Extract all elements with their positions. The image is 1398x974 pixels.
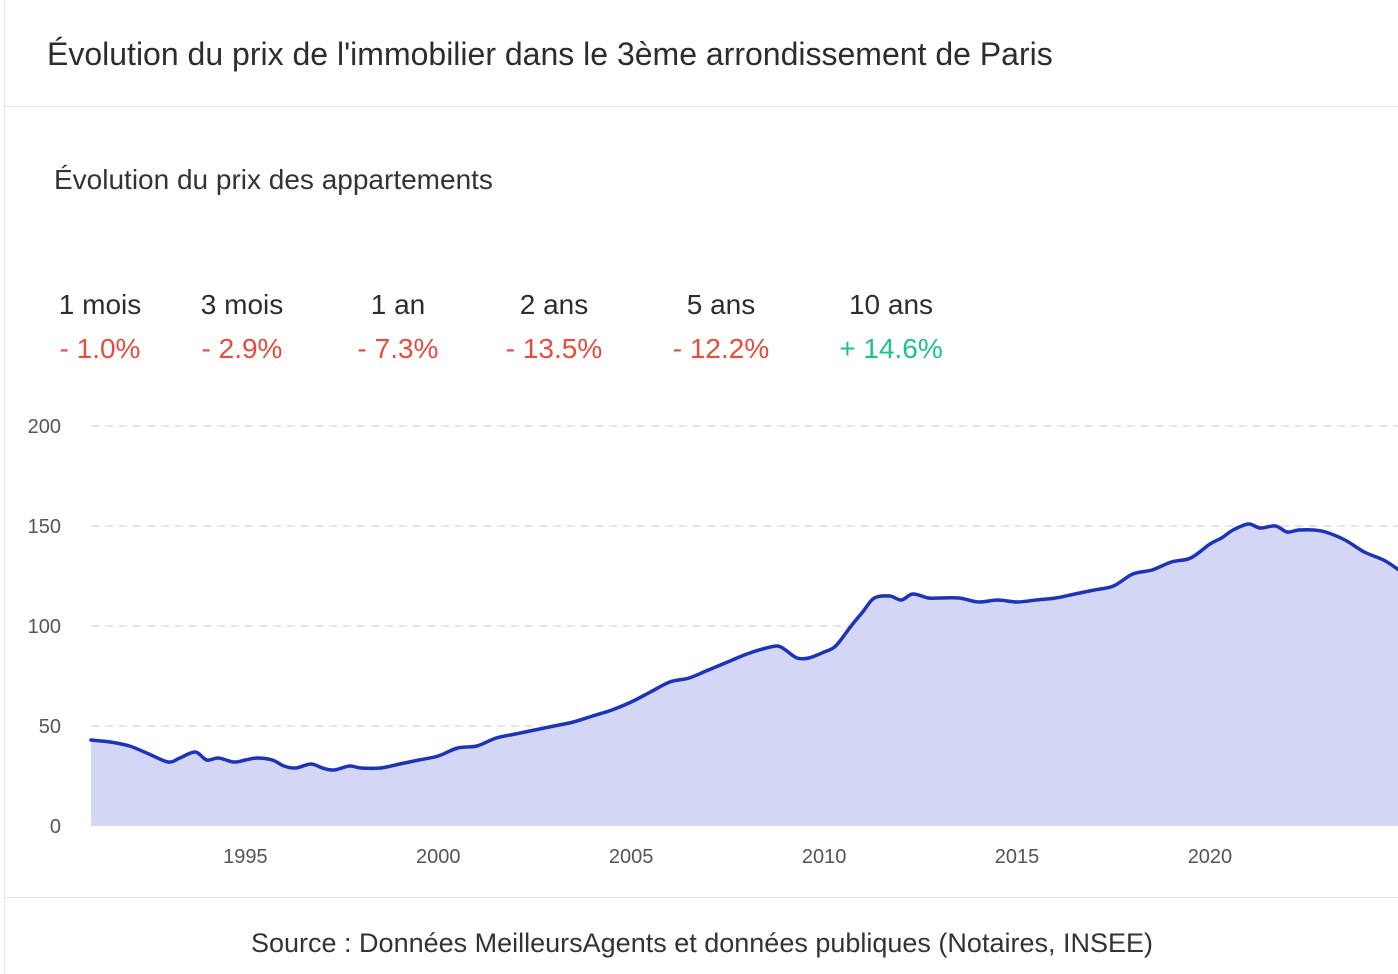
- page-title: Évolution du prix de l'immobilier dans l…: [47, 36, 1053, 72]
- card-header: Évolution du prix de l'immobilier dans l…: [5, 0, 1398, 107]
- period-2-years: 2 ans - 13.5%: [489, 286, 619, 368]
- period-label: 5 ans: [686, 289, 756, 320]
- price-area: [91, 523, 1398, 826]
- x-tick-label: 2020: [1188, 846, 1233, 868]
- x-tick-label: 2015: [995, 846, 1040, 868]
- period-value: - 12.2%: [672, 333, 770, 364]
- y-tick-label: 0: [50, 816, 61, 838]
- period-1-year: 1 an - 7.3%: [333, 286, 463, 368]
- y-tick-label: 200: [28, 416, 61, 438]
- period-value: - 13.5%: [505, 333, 603, 364]
- y-tick-label: 150: [28, 516, 61, 538]
- x-tick-label: 1995: [223, 846, 268, 868]
- period-10-years: 10 ans + 14.6%: [818, 286, 964, 368]
- period-1-month: 1 mois - 1.0%: [35, 286, 165, 368]
- period-label: 2 ans: [519, 289, 589, 320]
- x-tick-label: 2000: [416, 846, 461, 868]
- period-label: 3 mois: [200, 289, 284, 320]
- x-tick-label: 2010: [802, 846, 847, 868]
- period-label: 10 ans: [848, 289, 934, 320]
- period-label: 1 an: [370, 289, 426, 320]
- period-summary: 1 mois - 1.0% 3 mois - 2.9% 1 an - 7.3% …: [5, 286, 1005, 376]
- period-3-months: 3 mois - 2.9%: [177, 286, 307, 368]
- price-chart: 0 50 100 150 200 1995 2000 2005 2010 2015 2020: [5, 400, 1398, 880]
- source-note: Source : Données MeilleursAgents et donn…: [251, 928, 1153, 958]
- period-value: - 2.9%: [201, 333, 283, 364]
- period-value: - 7.3%: [357, 333, 439, 364]
- price-evolution-card: Évolution du prix de l'immobilier dans l…: [4, 0, 1398, 974]
- chart-subtitle: Évolution du prix des appartements: [54, 164, 493, 195]
- period-label: 1 mois: [58, 289, 142, 320]
- x-tick-label: 2005: [609, 846, 654, 868]
- y-tick-label: 100: [28, 616, 61, 638]
- period-value: + 14.6%: [839, 333, 943, 364]
- period-value: - 1.0%: [59, 333, 141, 364]
- y-tick-label: 50: [39, 716, 61, 738]
- period-5-years: 5 ans - 12.2%: [656, 286, 786, 368]
- card-footer: Source : Données MeilleursAgents et donn…: [5, 897, 1398, 974]
- price-line: [89, 522, 1398, 772]
- price-chart-svg: 0 50 100 150 200 1995 2000 2005 2010 2015 2020: [28, 416, 1398, 868]
